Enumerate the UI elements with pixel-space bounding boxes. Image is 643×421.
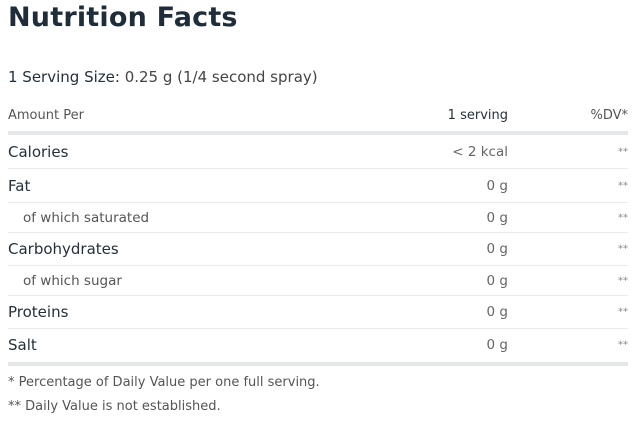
nutrient-dv: ** bbox=[618, 275, 628, 286]
nutrient-dv: ** bbox=[618, 212, 628, 223]
nutrient-dv: ** bbox=[618, 180, 628, 191]
nutrient-dv: ** bbox=[618, 339, 628, 351]
footnote: * Percentage of Daily Value per one full… bbox=[8, 375, 320, 390]
table-row: Proteins 0 g ** bbox=[8, 296, 628, 329]
nutrient-name: Calories bbox=[8, 142, 69, 161]
nutrient-dv: ** bbox=[618, 243, 628, 255]
serving-size-label: 1 Serving Size: bbox=[8, 68, 120, 86]
nutrient-value: 0 g bbox=[486, 337, 508, 353]
header-dv: %DV* bbox=[590, 108, 628, 123]
table-row: Fat 0 g ** bbox=[8, 169, 628, 203]
nutrient-name: Proteins bbox=[8, 303, 69, 321]
serving-size: 1 Serving Size: 0.25 g (1/4 second spray… bbox=[8, 68, 318, 86]
nutrient-value: 0 g bbox=[486, 241, 508, 257]
nutrient-name: of which saturated bbox=[23, 209, 150, 226]
table-row: of which saturated 0 g ** bbox=[8, 203, 628, 233]
nutrient-name: Salt bbox=[8, 336, 37, 354]
header-amount-per: Amount Per bbox=[8, 108, 84, 123]
table-row: of which sugar 0 g ** bbox=[8, 266, 628, 296]
nutrient-name: Carbohydrates bbox=[8, 240, 119, 258]
nutrient-value: 0 g bbox=[486, 177, 508, 194]
nutrient-value: 0 g bbox=[486, 304, 508, 320]
footnote: ** Daily Value is not established. bbox=[8, 399, 221, 414]
nutrient-dv: ** bbox=[618, 146, 628, 157]
divider bbox=[8, 131, 628, 135]
table-row: Calories < 2 kcal ** bbox=[8, 135, 628, 169]
header-serving: 1 serving bbox=[447, 108, 508, 123]
page-title: Nutrition Facts bbox=[8, 2, 238, 33]
serving-size-value: 0.25 g (1/4 second spray) bbox=[124, 68, 318, 86]
table-row: Carbohydrates 0 g ** bbox=[8, 233, 628, 266]
nutrient-name: of which sugar bbox=[23, 272, 122, 289]
table-header: Amount Per 1 serving %DV* bbox=[8, 108, 628, 126]
nutrient-value: 0 g bbox=[486, 272, 508, 289]
table-row: Salt 0 g ** bbox=[8, 329, 628, 361]
nutrient-dv: ** bbox=[618, 306, 628, 318]
nutrient-value: < 2 kcal bbox=[452, 143, 508, 160]
nutrient-value: 0 g bbox=[486, 209, 508, 226]
nutrient-name: Fat bbox=[8, 176, 31, 195]
divider bbox=[8, 362, 628, 366]
